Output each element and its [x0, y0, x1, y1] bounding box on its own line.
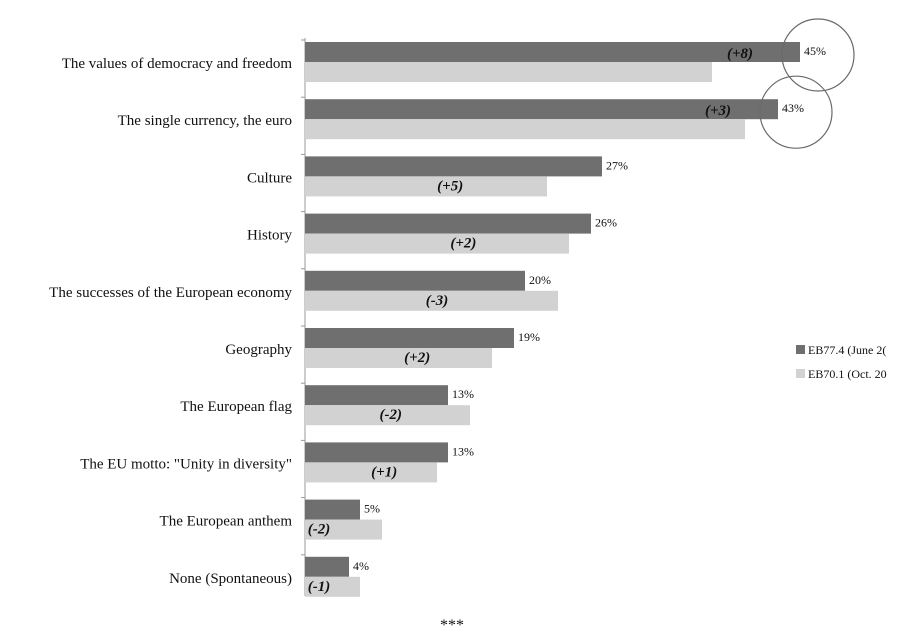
value-label: 5% — [364, 502, 380, 516]
bar-3-series-1 — [305, 213, 591, 234]
bar-4-series-1 — [305, 270, 525, 291]
bar-1-series-2 — [305, 119, 745, 140]
category-label: None (Spontaneous) — [169, 571, 292, 587]
category-label: History — [247, 228, 293, 244]
change-label: (-2) — [380, 407, 403, 423]
bar-2-series-2 — [305, 176, 547, 197]
bar-0-series-1 — [305, 42, 800, 62]
bar-1-series-1 — [305, 99, 778, 120]
category-label: The European anthem — [160, 514, 293, 530]
highlight-circle — [759, 75, 833, 149]
category-label: The European flag — [180, 399, 292, 415]
bar-3-series-2 — [305, 233, 569, 254]
value-label: 45% — [804, 44, 826, 58]
category-label: The successes of the European economy — [49, 285, 292, 301]
bar-5-series-1 — [305, 328, 514, 348]
value-label: 20% — [529, 273, 551, 287]
bar-9-series-1 — [305, 556, 349, 577]
value-label: 4% — [353, 559, 369, 573]
bar-0-series-2 — [305, 62, 712, 82]
change-label: (-2) — [308, 522, 331, 538]
value-label: 27% — [606, 158, 628, 172]
change-label: (+3) — [705, 103, 731, 119]
value-label: 13% — [452, 444, 474, 458]
category-label: The single currency, the euro — [118, 113, 292, 129]
bar-7-series-2 — [305, 462, 437, 483]
change-label: (-3) — [426, 293, 449, 309]
change-label: (+5) — [437, 178, 463, 194]
legend-swatch — [796, 369, 805, 378]
category-label: Culture — [247, 170, 292, 186]
change-label: (-1) — [308, 579, 331, 595]
change-label: (+1) — [371, 464, 397, 480]
change-label: (+8) — [727, 46, 753, 62]
bar-4-series-2 — [305, 290, 558, 311]
legend-label: EB77.4 (June 2( — [808, 343, 886, 357]
bar-8-series-1 — [305, 499, 360, 520]
value-label: 43% — [782, 101, 804, 115]
change-label: (+2) — [450, 236, 476, 252]
change-label: (+2) — [404, 350, 430, 366]
category-label: Geography — [225, 342, 292, 358]
legend-swatch — [796, 345, 805, 354]
value-label: 26% — [595, 216, 617, 230]
legend-label: EB70.1 (Oct. 20 — [808, 367, 887, 381]
bar-7-series-1 — [305, 442, 448, 463]
bar-2-series-1 — [305, 156, 602, 177]
value-label: 19% — [518, 330, 540, 344]
bar-5-series-2 — [305, 348, 492, 368]
highlight-circle — [781, 18, 855, 92]
bar-6-series-1 — [305, 385, 448, 406]
footer-asterisks: *** — [440, 617, 464, 634]
bar-9-series-2 — [305, 576, 360, 597]
bar-6-series-2 — [305, 405, 470, 426]
category-label: The EU motto: "Unity in diversity" — [80, 456, 292, 472]
category-label: The values of democracy and freedom — [62, 56, 293, 72]
value-label: 13% — [452, 387, 474, 401]
bar-8-series-2 — [305, 519, 382, 540]
